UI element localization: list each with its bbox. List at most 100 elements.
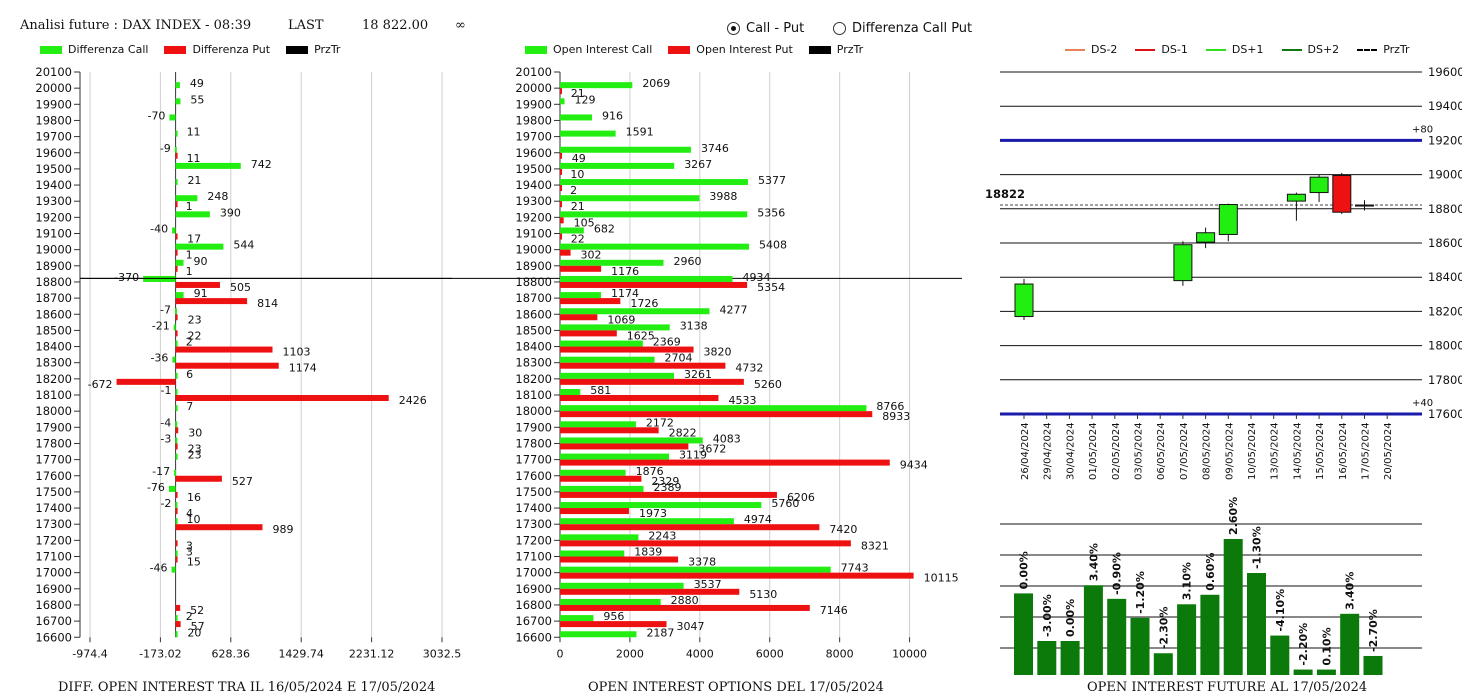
diff-put-bar: [175, 621, 181, 628]
diff-call-bar: [174, 469, 177, 476]
cs-candle-body: [1196, 232, 1216, 243]
diff-call-bar: [175, 405, 178, 412]
cs-upper-band-label: +80: [1412, 124, 1433, 135]
oi-put-label: 8321: [861, 539, 889, 552]
legend-item-prztr: PrzTr: [1357, 43, 1410, 56]
diff-put-label: 52: [190, 604, 204, 617]
diff-put-bar: [116, 378, 176, 385]
diff-call-label: -70: [147, 109, 165, 122]
oi-call-bar: [560, 340, 643, 347]
oi-call-bar: [560, 405, 867, 412]
diff-put-label: 16: [187, 491, 201, 504]
diff-call-label: 91: [194, 287, 208, 300]
oi-call-bar: [560, 275, 733, 282]
diff-call-label: -36: [150, 352, 168, 365]
oi-put-bar: [560, 395, 719, 401]
radio-call-put[interactable]: Call - Put: [727, 21, 804, 36]
diff-put-label: 22: [188, 329, 202, 342]
diff-call-label: 7: [186, 400, 193, 413]
diff-call-bar: [175, 518, 178, 525]
oi-y-tick-label: 18000: [515, 404, 552, 418]
diff-put-label: 505: [230, 281, 251, 294]
oi-call-bar: [560, 195, 700, 202]
oi-call-bar: [560, 421, 636, 428]
fut-bar-label: 0.10%: [1320, 627, 1333, 665]
legend-candles: DS-2 DS-1 DS+1 DS+2 PrzTr: [1065, 43, 1410, 56]
oi-call-label: 1876: [636, 465, 664, 478]
oi-x-tick-label: 8000: [826, 647, 854, 660]
diff-put-label: 527: [232, 475, 253, 488]
diff-call-label: -1: [161, 384, 172, 397]
oi-y-tick-label: 16900: [515, 582, 552, 596]
cs-x-tick-label: 16/05/2024: [1338, 422, 1349, 480]
app-title: Analisi future : DAX INDEX - 08:39: [20, 18, 252, 33]
radio-diff-call-put[interactable]: Differenza Call Put: [833, 21, 972, 36]
oi-put-bar: [560, 588, 740, 595]
oi-call-label: 3746: [701, 142, 729, 155]
oi-put-bar: [560, 281, 748, 288]
oi-call-label: 2187: [646, 626, 674, 639]
legend-oi: Open Interest Call Open Interest Put Prz…: [525, 43, 863, 56]
fut-bar: [1270, 635, 1290, 675]
oi-call-bar: [560, 179, 748, 186]
oi-y-tick-label: 17800: [515, 436, 552, 450]
oi-put-bar: [560, 152, 562, 159]
oi-call-label: 2172: [646, 416, 674, 429]
fut-bar: [1200, 594, 1220, 675]
fut-bar-label: -2.30%: [1157, 607, 1170, 650]
oi-put-bar: [560, 168, 562, 175]
fut-bar: [1177, 604, 1197, 675]
diff-call-label: 3: [186, 546, 193, 559]
oi-y-tick-label: 18900: [515, 259, 552, 273]
diff-call-label: 544: [233, 239, 254, 252]
oi-call-bar: [560, 437, 703, 444]
diff-y-tick-label: 17500: [35, 485, 72, 499]
oi-put-bar: [560, 249, 571, 256]
diff-call-bar: [175, 631, 178, 638]
oi-call-bar: [560, 534, 639, 541]
caption-oi-chart: OPEN INTEREST OPTIONS DEL 17/05/2024: [588, 680, 884, 695]
oi-put-label: 9434: [900, 459, 928, 472]
diff-call-bar: [143, 275, 176, 282]
oi-put-label: 7420: [829, 523, 857, 536]
diff-put-bar: [175, 249, 178, 256]
cs-price-label: 18822: [985, 187, 1025, 201]
oi-call-label: 1591: [626, 126, 654, 139]
oi-put-bar: [560, 540, 851, 547]
diff-call-label: 21: [187, 174, 201, 187]
oi-x-tick-label: 10000: [892, 647, 927, 660]
fut-bar: [1014, 593, 1033, 675]
radio-call-put-label: Call - Put: [746, 21, 805, 36]
cs-x-tick-label: 03/05/2024: [1134, 422, 1145, 480]
cs-y-tick-label: 19200: [1428, 133, 1462, 147]
diff-call-label: 90: [194, 255, 208, 268]
diff-put-label: 15: [187, 556, 201, 569]
oi-call-label: 3138: [680, 319, 708, 332]
diff-y-tick-label: 17600: [35, 469, 72, 483]
diff-y-tick-label: 19900: [35, 97, 72, 111]
oi-put-label: 22: [571, 233, 585, 246]
oi-put-bar: [560, 556, 679, 563]
diff-y-tick-label: 18500: [35, 323, 72, 337]
diff-call-bar: [175, 550, 178, 557]
oi-put-bar: [560, 88, 562, 95]
caption-future-chart: OPEN INTEREST FUTURE AL 17/05/2024: [1087, 680, 1368, 695]
diff-call-label: -3: [160, 432, 171, 445]
oi-y-tick-label: 18100: [515, 388, 552, 402]
diff-call-label: -7: [160, 303, 171, 316]
oi-call-bar: [560, 324, 670, 331]
legend-item-prztr: PrzTr: [286, 43, 340, 56]
oi-call-bar: [560, 308, 710, 315]
fut-bar-label: 0.00%: [1018, 551, 1031, 589]
diff-call-bar: [175, 162, 241, 169]
oi-call-label: 682: [594, 223, 615, 236]
diff-put-bar: [175, 524, 263, 531]
oi-call-label: 2960: [673, 255, 701, 268]
diff-x-tick-label: 628.36: [212, 647, 251, 660]
oi-y-tick-label: 17400: [515, 501, 552, 515]
oi-y-tick-label: 17700: [515, 453, 552, 467]
cs-x-tick-label: 02/05/2024: [1111, 422, 1122, 480]
diff-call-label: 742: [251, 158, 272, 171]
diff-y-tick-label: 17100: [35, 550, 72, 564]
diff-put-label: 23: [188, 313, 202, 326]
